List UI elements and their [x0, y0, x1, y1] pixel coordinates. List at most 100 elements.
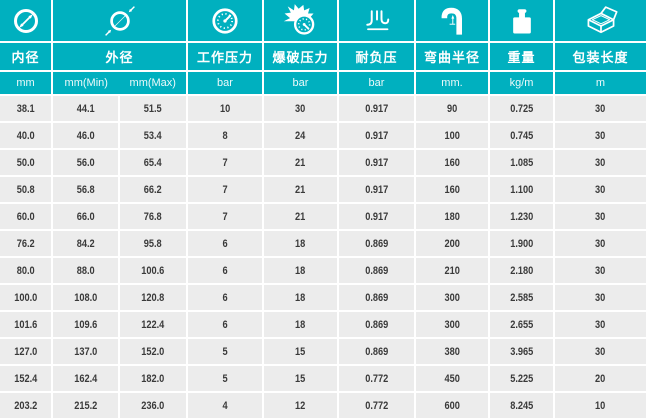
table-cell-r1-c7: 90 — [416, 96, 488, 121]
table-cell-r11-c8: 5.225 — [490, 366, 553, 391]
table-cell-r4-c2: 56.8 — [53, 177, 118, 202]
cell-value: 7 — [222, 156, 228, 169]
table-cell-r6-c7: 200 — [416, 231, 488, 256]
cell-value: 6 — [222, 318, 228, 331]
table-cell-r2-c3: 53.4 — [120, 123, 186, 148]
table-cell-r8-c6: 0.869 — [339, 285, 414, 310]
table-cell-r7-c7: 210 — [416, 258, 488, 283]
table-cell-r1-c6: 0.917 — [339, 96, 414, 121]
table-cell-r11-c7: 450 — [416, 366, 488, 391]
cell-value: 0.772 — [364, 372, 389, 385]
cell-value: 0.745 — [509, 129, 534, 142]
table-cell-r10-c4: 5 — [188, 339, 262, 364]
table-cell-r7-c1: 80.0 — [0, 258, 51, 283]
table-cell-r11-c5: 15 — [264, 366, 337, 391]
cell-value: 1.100 — [509, 183, 534, 196]
cell-value: 0.869 — [364, 237, 389, 250]
table-cell-r3-c8: 1.085 — [490, 150, 553, 175]
cell-value: 100.0 — [13, 291, 38, 304]
cell-value: 30 — [595, 183, 606, 196]
table-cell-r9-c9: 30 — [555, 312, 646, 337]
cell-value: 108.0 — [73, 291, 98, 304]
cell-value: 0.772 — [364, 399, 389, 412]
cell-value: 3.965 — [509, 345, 534, 358]
cell-value: 137.0 — [73, 345, 98, 358]
cell-value: 0.917 — [364, 183, 389, 196]
table-cell-r12-c5: 12 — [264, 393, 337, 418]
table-cell-r3-c9: 30 — [555, 150, 646, 175]
cell-value: 6 — [222, 291, 228, 304]
icon-cell-burst-pressure — [264, 0, 337, 41]
burst-pressure-icon — [283, 4, 314, 35]
cell-value: 56.8 — [76, 183, 95, 196]
cell-value: 4 — [222, 399, 228, 412]
table-cell-r7-c6: 0.869 — [339, 258, 414, 283]
cell-value: 2.180 — [509, 264, 534, 277]
col-header-working-pressure: 工作压力 — [188, 43, 262, 70]
outer-diameter-icon — [104, 5, 135, 36]
table-cell-r11-c6: 0.772 — [339, 366, 414, 391]
table-cell-r8-c4: 6 — [188, 285, 262, 310]
table-cell-r8-c7: 300 — [416, 285, 488, 310]
cell-value: 56.0 — [76, 156, 95, 169]
cell-value: 6 — [222, 264, 228, 277]
vacuum-resistance-icon — [365, 9, 389, 30]
bend-radius-icon — [441, 7, 462, 35]
icon-cell-bend-radius — [416, 0, 488, 41]
cell-value: 21 — [295, 210, 306, 223]
table-cell-r12-c7: 600 — [416, 393, 488, 418]
table-cell-r8-c1: 100.0 — [0, 285, 51, 310]
cell-value: 210 — [444, 264, 460, 277]
cell-value: 80.0 — [16, 264, 35, 277]
cell-value: 127.0 — [13, 345, 38, 358]
cell-value: 0.869 — [364, 345, 389, 358]
col-header-vacuum-resistance: 耐负压 — [339, 43, 414, 70]
table-cell-r10-c5: 15 — [264, 339, 337, 364]
cell-value: 44.1 — [76, 102, 95, 115]
cell-value: 5.225 — [509, 372, 534, 385]
cell-value: 30 — [595, 291, 606, 304]
cell-value: 40.0 — [16, 129, 35, 142]
cell-value: 10 — [595, 399, 606, 412]
table-cell-r7-c4: 6 — [188, 258, 262, 283]
table-cell-r3-c5: 21 — [264, 150, 337, 175]
table-cell-r4-c3: 66.2 — [120, 177, 186, 202]
table-cell-r2-c6: 0.917 — [339, 123, 414, 148]
table-cell-r8-c8: 2.585 — [490, 285, 553, 310]
cell-value: 1.900 — [509, 237, 534, 250]
table-cell-r12-c9: 10 — [555, 393, 646, 418]
cell-value: 30 — [595, 264, 606, 277]
cell-value: 84.2 — [76, 237, 95, 250]
table-cell-r5-c5: 21 — [264, 204, 337, 229]
cell-value: 1.085 — [509, 156, 534, 169]
working-pressure-gauge-icon — [212, 7, 238, 34]
table-cell-r11-c9: 20 — [555, 366, 646, 391]
table-cell-r12-c4: 4 — [188, 393, 262, 418]
cell-value: 88.0 — [76, 264, 95, 277]
table-cell-r7-c8: 2.180 — [490, 258, 553, 283]
table-cell-r2-c4: 8 — [188, 123, 262, 148]
cell-value: 30 — [595, 318, 606, 331]
table-cell-r10-c9: 30 — [555, 339, 646, 364]
table-cell-r1-c9: 30 — [555, 96, 646, 121]
col-header-bend-radius: 弯曲半径 — [416, 43, 488, 70]
table-cell-r10-c8: 3.965 — [490, 339, 553, 364]
cell-value: 100 — [444, 129, 460, 142]
cell-value: 160 — [444, 183, 460, 196]
table-cell-r5-c9: 30 — [555, 204, 646, 229]
cell-value: 1.230 — [509, 210, 534, 223]
cell-value: 0.869 — [364, 264, 389, 277]
cell-value: 46.0 — [76, 129, 95, 142]
unit-inner-diameter: mm — [0, 72, 51, 94]
cell-value: 162.4 — [73, 372, 98, 385]
table-cell-r4-c4: 7 — [188, 177, 262, 202]
table-cell-r6-c2: 84.2 — [53, 231, 118, 256]
table-cell-r8-c9: 30 — [555, 285, 646, 310]
cell-value: 300 — [444, 291, 460, 304]
table-cell-r6-c5: 18 — [264, 231, 337, 256]
icon-cell-vacuum-resistance — [339, 0, 414, 41]
cell-value: 18 — [295, 291, 306, 304]
cell-value: 38.1 — [16, 102, 35, 115]
table-cell-r1-c3: 51.5 — [120, 96, 186, 121]
table-cell-r5-c1: 60.0 — [0, 204, 51, 229]
